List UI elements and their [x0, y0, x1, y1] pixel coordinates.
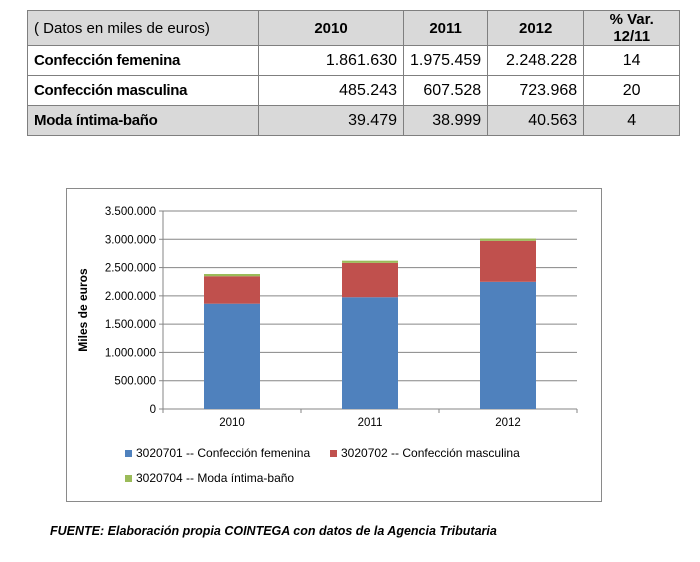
table-cell: 2.248.228: [487, 45, 585, 76]
x-tick-label: 2012: [495, 417, 521, 429]
legend-label: 3020704 -- Moda íntima-baño: [136, 471, 294, 485]
bar-segment: [480, 281, 536, 409]
bar-segment: [342, 262, 398, 298]
y-tick-label: 3.000.000: [105, 234, 156, 246]
x-tick-label: 2011: [358, 417, 383, 429]
table-row: Moda íntima-baño 39.479 38.999 40.563 4: [27, 105, 681, 136]
bar-segment: [480, 238, 536, 241]
table-cell: 38.999: [402, 105, 489, 136]
row-label: Moda íntima-baño: [27, 105, 259, 136]
legend-swatch: [125, 450, 132, 457]
y-tick-label: 1.000.000: [105, 347, 156, 359]
table-cell: 607.528: [402, 75, 489, 106]
source-note: FUENTE: Elaboración propia COINTEGA con …: [50, 524, 497, 538]
stacked-bar-chart: 0 500.000 1.000.000 1.500.000 2.000.000 2.500…: [76, 206, 578, 485]
table-row: Confección femenina 1.861.630 1.975.459 …: [27, 45, 681, 76]
chart-frame: 0 500.000 1.000.000 1.500.000 2.000.000 2.500…: [66, 188, 602, 502]
table-cell: 40.563: [487, 105, 585, 136]
table-header-2012: 2012: [487, 10, 585, 46]
table-header-variation: % Var. 12/11: [583, 10, 681, 46]
y-tick-label: 2.000.000: [105, 291, 156, 303]
x-tick-label: 2010: [219, 417, 245, 429]
table-cell: 723.968: [487, 75, 585, 106]
table-cell: 485.243: [258, 75, 404, 106]
y-tick-label: 1.500.000: [105, 319, 156, 331]
bar-segment: [204, 303, 260, 409]
y-tick-label: 3.500.000: [105, 206, 156, 218]
table-header-2010: 2010: [258, 10, 404, 46]
legend-swatch: [125, 475, 132, 482]
legend-label: 3020701 -- Confección femenina: [136, 446, 310, 460]
bar-segment: [204, 276, 260, 304]
y-tick-label: 2.500.000: [105, 263, 156, 275]
table-cell: 1.975.459: [402, 45, 489, 76]
data-table: ( Datos en miles de euros) 2010 2011 201…: [27, 10, 681, 136]
table-header-units: ( Datos en miles de euros): [27, 10, 259, 46]
bar-segment: [342, 260, 398, 263]
table-cell: 4: [583, 105, 681, 136]
y-tick-label: 500.000: [114, 376, 156, 388]
legend-label: 3020702 -- Confección masculina: [341, 446, 520, 460]
table-cell: 1.861.630: [258, 45, 404, 76]
table-header-row: ( Datos en miles de euros) 2010 2011 201…: [27, 10, 681, 46]
table-cell: 20: [583, 75, 681, 106]
y-axis-label: Miles de euros: [76, 268, 90, 352]
row-label: Confección femenina: [27, 45, 259, 76]
table-header-2011: 2011: [402, 10, 489, 46]
table-cell: 14: [583, 45, 681, 76]
bar-segment: [204, 274, 260, 277]
table-cell: 39.479: [258, 105, 404, 136]
bar-segment: [480, 240, 536, 282]
row-label: Confección masculina: [27, 75, 259, 106]
bar-segment: [342, 297, 398, 409]
y-tick-label: 0: [150, 404, 156, 416]
legend-swatch: [330, 450, 337, 457]
table-row: Confección masculina 485.243 607.528 723…: [27, 75, 681, 106]
